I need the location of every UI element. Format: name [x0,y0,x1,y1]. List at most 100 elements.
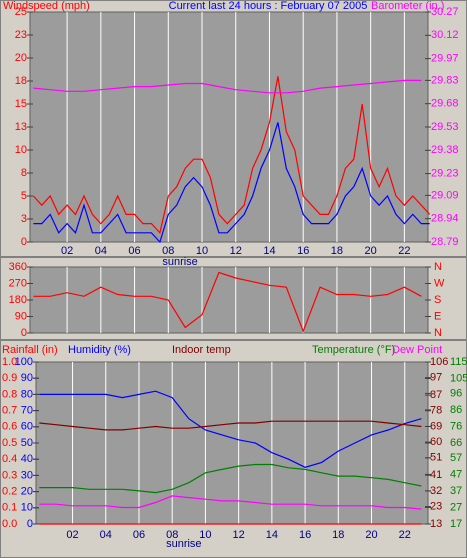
y-tick-label: 28.94 [431,213,459,225]
x-tick-label: 02 [66,529,78,541]
y-tick-label: 10 [21,502,33,514]
y-tick-label: 29.23 [431,168,459,180]
y-tick-label: 29.53 [431,121,459,133]
y-tick-label: 80 [21,388,33,400]
y-tick-label: 8 [21,167,27,179]
series-line [32,76,431,235]
x-tick-label: 04 [95,245,107,257]
x-tick-label: 20 [365,529,377,541]
y-tick-label: 18 [15,75,27,87]
y-tick-label: 0.7 [2,405,17,417]
y-tick-label: 60 [21,421,33,433]
y-tick-label: 30.27 [431,6,459,18]
y-tick-label: 23 [15,29,27,41]
x-tick-label: 06 [128,245,140,257]
y-tick-label: 28.79 [431,236,459,248]
y-tick-label: 0.5 [2,437,17,449]
y-tick-label: E [434,310,441,322]
x-tick-label: 12 [233,529,245,541]
annotation: sunrise [166,538,201,550]
y-tick-label: 0 [21,236,27,248]
x-tick-label: 18 [331,245,343,257]
y-tick-label: 66 [450,437,462,449]
y-tick-label: 13 [15,121,27,133]
x-tick-label: 04 [100,529,112,541]
barometer-axis-title: Barometer (in.) [371,0,444,12]
y-tick-label: 29.97 [431,53,459,65]
y-tick-label: 86 [450,404,462,416]
y-tick-label: 96 [450,387,462,399]
y-tick-label: 70 [21,405,33,417]
series-line [33,79,422,94]
y-tick-label: 17 [450,518,462,530]
y-tick-label: N [434,261,442,273]
y-tick-label: 5 [21,190,27,202]
y-tick-label: 90 [15,310,27,322]
y-tick-label: 25 [15,6,27,18]
y-tick-label: 3 [21,213,27,225]
legend-label: Dew Point [392,344,442,356]
legend-label: Indoor temp [172,344,231,356]
y-tick-label: 0 [27,518,33,530]
y-tick-label: 97 [430,372,442,384]
y-tick-label: 100 [15,356,33,368]
y-tick-label: 87 [430,389,442,401]
y-tick-label: 0.9 [2,372,17,384]
x-tick-label: 08 [166,529,178,541]
y-tick-label: 37 [450,485,462,497]
y-tick-label: N [434,327,442,339]
y-tick-label: 90 [21,372,33,384]
y-tick-label: 15 [15,98,27,110]
y-tick-label: 180 [9,294,27,306]
y-tick-label: W [434,277,445,289]
y-tick-label: 0.8 [2,388,17,400]
y-tick-label: 20 [21,486,33,498]
x-tick-label: 14 [263,245,275,257]
y-tick-label: 105 [450,372,467,384]
y-tick-label: 0.0 [2,518,17,530]
y-tick-label: 41 [430,469,442,481]
series-line [39,390,422,468]
y-tick-label: 106 [430,356,448,368]
x-tick-label: 16 [299,529,311,541]
legend-label: Humidity (%) [68,344,131,356]
y-tick-label: 29.83 [431,74,459,86]
series-line [39,420,422,431]
x-tick-label: 02 [61,245,73,257]
x-tick-label: 10 [196,245,208,257]
y-tick-label: 0.3 [2,469,17,481]
y-tick-label: 27 [450,501,462,513]
x-tick-label: 20 [365,245,377,257]
x-tick-label: 12 [230,245,242,257]
y-tick-label: 10 [15,144,27,156]
y-tick-label: 69 [430,420,442,432]
y-tick-label: 23 [430,500,442,512]
y-tick-label: 0.1 [2,502,17,514]
series-line [39,495,422,510]
legend-label: Temperature (°F) [312,344,395,356]
annotation: sunrise [162,256,197,268]
y-tick-label: 30 [21,469,33,481]
y-tick-label: 29.38 [431,144,459,156]
x-tick-label: 22 [399,529,411,541]
x-tick-label: 14 [266,529,278,541]
plot-area [29,11,429,243]
series-line [33,271,422,333]
x-tick-label: 22 [398,245,410,257]
y-tick-label: 76 [450,420,462,432]
y-tick-label: 0.4 [2,453,17,465]
x-tick-label: 18 [332,529,344,541]
y-tick-label: 13 [430,518,442,530]
plot-area [35,361,429,525]
y-tick-label: 270 [9,277,27,289]
y-tick-label: 20 [15,52,27,64]
y-tick-label: 115 [450,356,467,368]
y-tick-label: 29.09 [431,189,459,201]
y-tick-label: 57 [450,452,462,464]
chart-title: Current last 24 hours : February 07 2005 [169,0,368,12]
series-line [33,122,430,244]
y-tick-label: 51 [430,452,442,464]
x-tick-label: 16 [297,245,309,257]
y-tick-label: 1.0 [2,356,17,368]
